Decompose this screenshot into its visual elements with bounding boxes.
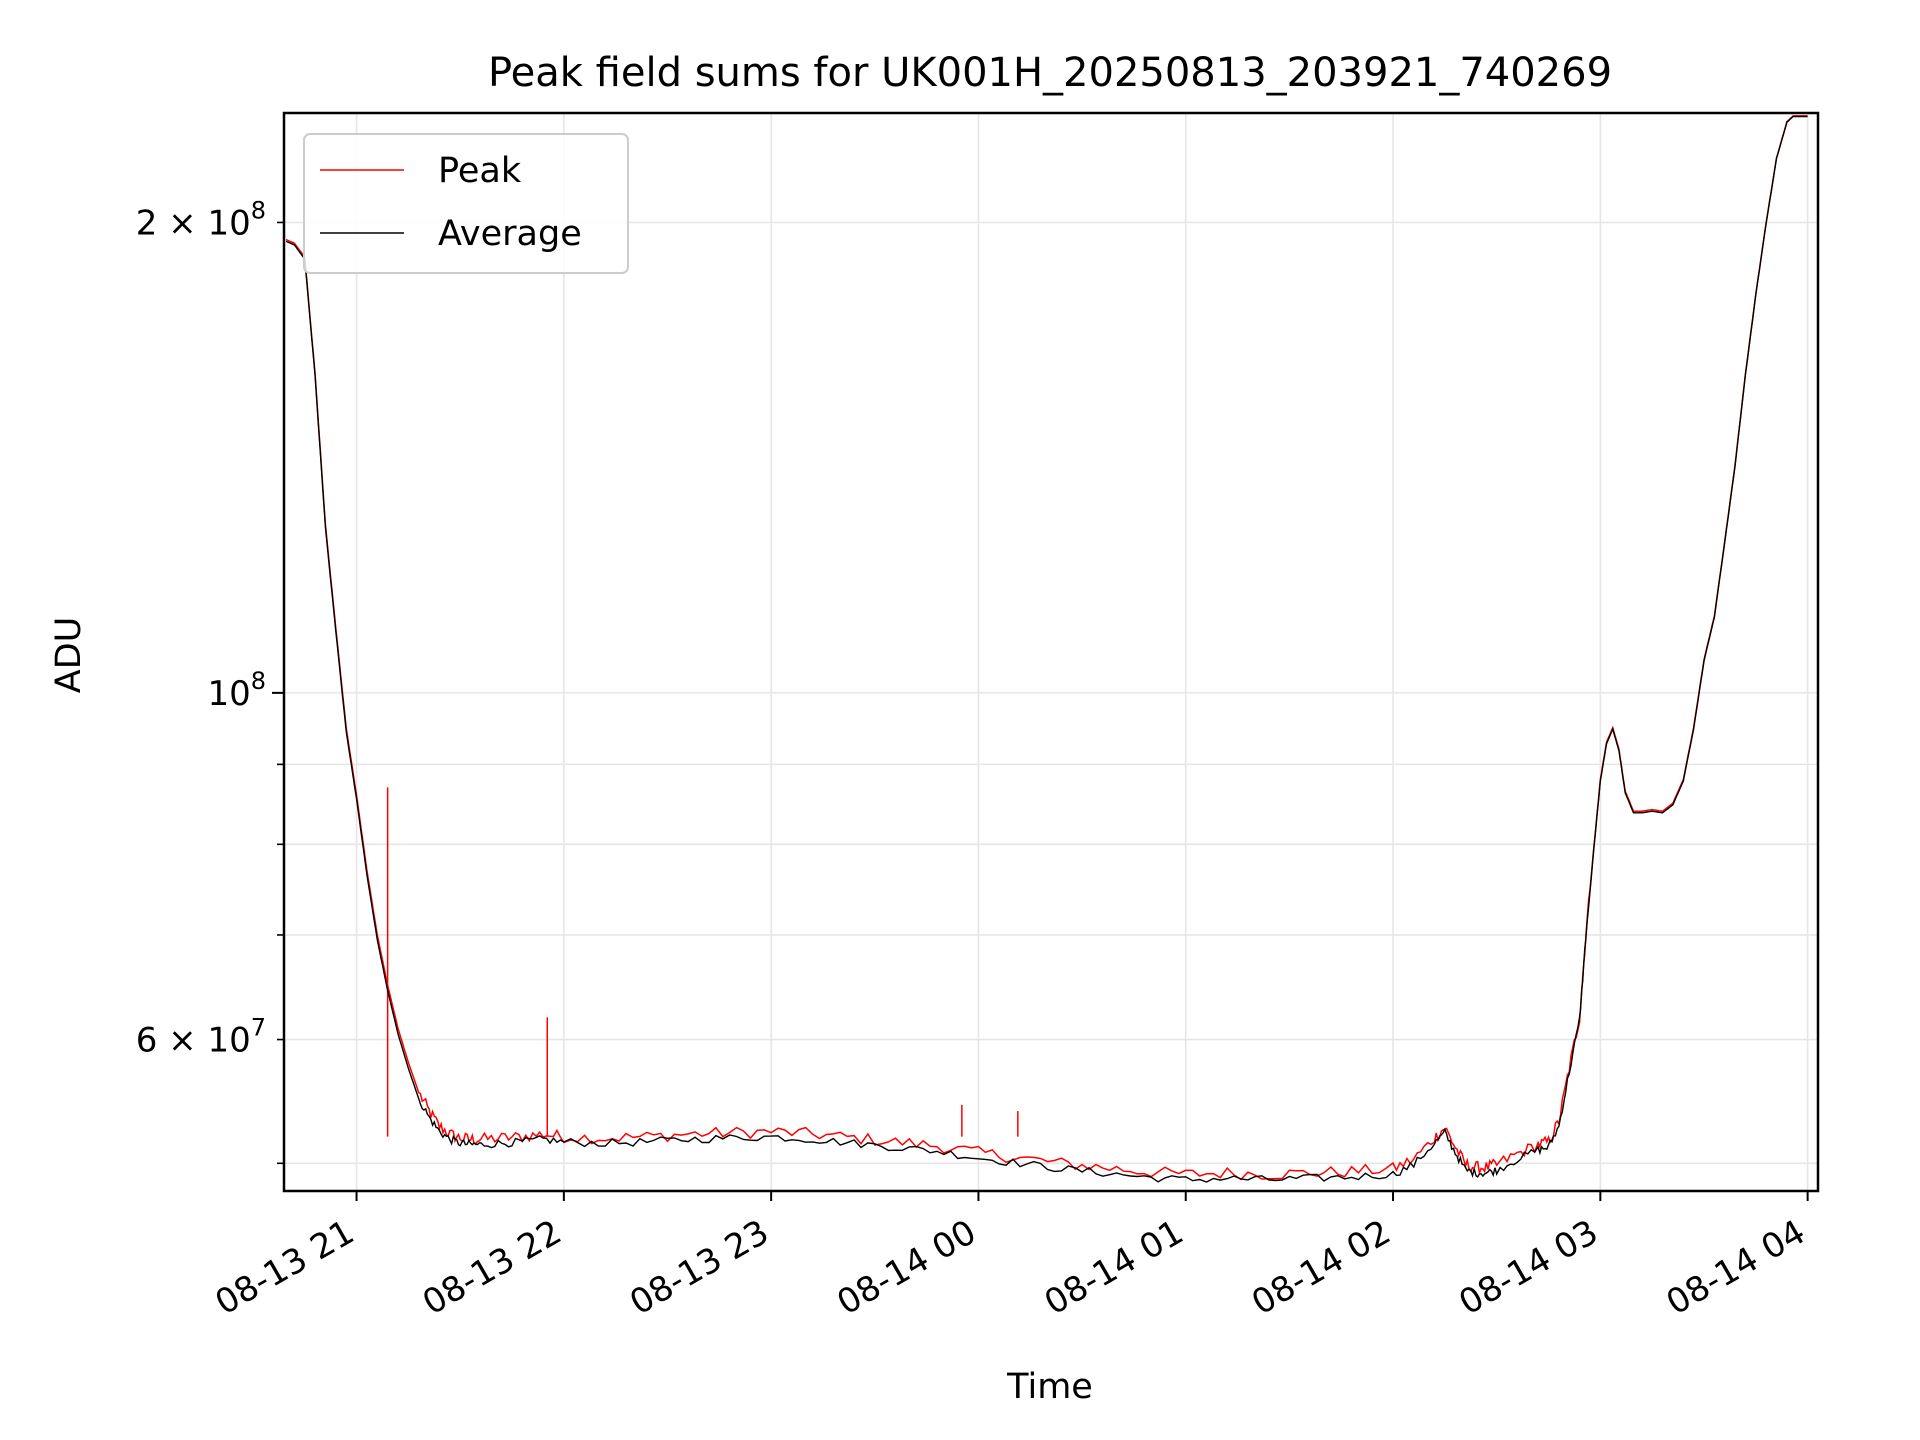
x-tick-label: 08-14 03 xyxy=(1452,1212,1604,1323)
x-tick-label: 08-13 21 xyxy=(209,1212,361,1323)
x-tick-label: 08-14 04 xyxy=(1660,1212,1812,1323)
y-tick-label: 2 × 108 xyxy=(136,196,266,243)
y-tick-label: 108 xyxy=(207,667,266,714)
y-tick-label: 6 × 107 xyxy=(136,1014,266,1061)
series-layer xyxy=(285,115,1808,1183)
x-tick-label: 08-13 22 xyxy=(416,1212,568,1323)
ticks: 08-13 21 08-13 22 08-13 23 08-14 00 08-14 01… xyxy=(136,196,1812,1323)
legend-average-label: Average xyxy=(438,214,582,254)
average-series xyxy=(285,115,1808,1183)
x-tick-label: 08-14 00 xyxy=(831,1212,983,1323)
chart-title: Peak field sums for UK001H_20250813_2039… xyxy=(488,50,1612,96)
grid xyxy=(284,113,1818,1191)
legend-box xyxy=(303,133,629,274)
legend-peak-label: Peak xyxy=(438,151,522,191)
x-axis-label: Time xyxy=(1006,1367,1093,1407)
x-tick-label: 08-14 01 xyxy=(1038,1212,1190,1323)
x-tick-label: 08-14 02 xyxy=(1245,1212,1397,1323)
legend: Peak Average xyxy=(303,133,629,274)
plot-frame xyxy=(282,111,1820,1193)
average-line xyxy=(285,115,1808,1183)
y-axis-label: ADU xyxy=(49,617,89,694)
x-tick-label: 08-13 23 xyxy=(623,1212,775,1323)
